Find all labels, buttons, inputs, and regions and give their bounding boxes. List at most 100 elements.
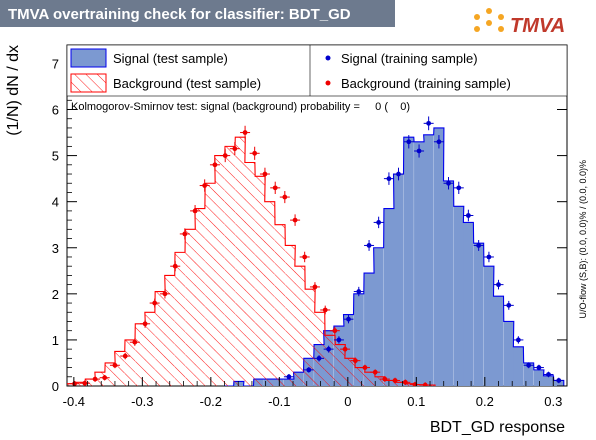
background_test-bar <box>394 382 405 386</box>
signal_train-point <box>546 372 551 377</box>
chart-title: TMVA overtraining check for classifier: … <box>8 6 351 23</box>
ks-test-text: Kolmogorov-Smirnov test: signal (backgro… <box>71 101 410 113</box>
signal_test-bar <box>483 266 494 386</box>
background_train-point <box>242 130 248 135</box>
signal_train-point <box>465 213 471 218</box>
background_test-bar <box>225 146 236 386</box>
background_test-bar <box>125 339 136 386</box>
background_train-point <box>122 353 128 359</box>
signal_train-point <box>436 139 442 145</box>
background_train-point <box>192 208 198 214</box>
signal_train-points <box>283 116 564 384</box>
x-tick-label: 0.3 <box>544 394 562 409</box>
legend-swatch-background-test <box>70 73 107 93</box>
background_test-bar <box>294 266 305 386</box>
plot-area <box>67 116 565 386</box>
legend-marker-background-train <box>325 80 331 86</box>
signal_test-bar <box>433 127 444 386</box>
signal_train-point <box>476 243 482 248</box>
legend-entry-signal-train: Signal (training sample) <box>325 51 478 66</box>
background_train-point <box>382 376 388 382</box>
background_train-point <box>102 375 108 381</box>
x-axis-label: BDT_GD response <box>430 419 565 436</box>
legend-label-signal-train: Signal (training sample) <box>341 51 478 66</box>
signal_test-bar <box>493 296 504 386</box>
background_train-point <box>202 183 208 188</box>
background_test-bar <box>194 208 205 386</box>
background_train-point <box>352 358 358 364</box>
background_train-point <box>342 346 348 352</box>
legend-entry-signal-test: Signal (test sample) <box>70 48 228 68</box>
tmva-logo: TMVA <box>474 8 565 37</box>
background_test-bar <box>67 383 75 386</box>
background_train-point <box>252 150 258 156</box>
background_train-point <box>222 153 228 158</box>
background_test-bar <box>255 176 266 386</box>
background_test-bar <box>355 367 366 386</box>
background_train-point <box>72 381 77 386</box>
background_test-bar <box>175 252 186 386</box>
signal_test-bar <box>373 247 384 386</box>
legend-label-background-train: Background (training sample) <box>341 76 511 91</box>
signal_train-point <box>326 346 332 352</box>
background_train-point <box>82 380 88 386</box>
title-banner: TMVA overtraining check for classifier: … <box>0 0 395 27</box>
background_train-point <box>162 291 168 297</box>
background_train-point <box>422 382 428 386</box>
background_test-bar <box>335 344 346 386</box>
signal_test-bar <box>533 369 544 386</box>
background_train-points <box>69 125 431 386</box>
tmva-logo-text: TMVA <box>510 15 565 37</box>
x-tick-label: 0.1 <box>407 394 425 409</box>
background_train-point <box>332 328 338 334</box>
background_train-point <box>392 378 398 383</box>
signal_train-point <box>416 148 422 154</box>
signal_train-point <box>286 374 292 380</box>
y-tick-label: 5 <box>52 149 59 164</box>
signal_test-bar <box>364 273 375 386</box>
signal_test-bar <box>463 222 474 386</box>
signal_train-point <box>346 316 351 322</box>
signal_test-bar <box>403 137 414 386</box>
background_test-histogram <box>67 136 436 386</box>
signal_test-bar <box>453 206 464 386</box>
y-tick-label: 6 <box>52 103 59 118</box>
signal_train-point <box>515 337 521 343</box>
signal_test-bar <box>443 180 454 386</box>
background_test-bar <box>164 275 175 386</box>
background_test-bar <box>375 376 386 386</box>
x-tick-label: -0.4 <box>63 394 85 409</box>
background_test-bar <box>205 183 216 386</box>
background_test-bar <box>314 312 325 386</box>
signal_test-bar <box>513 346 524 386</box>
background_train-point <box>132 339 138 345</box>
background_train-point <box>282 194 288 200</box>
y-tick-label: 2 <box>52 287 59 302</box>
signal_train-point <box>366 243 372 248</box>
signal_train-point <box>336 337 342 343</box>
legend-marker-signal-train <box>325 55 331 61</box>
background_train-point <box>362 365 368 370</box>
y-tick-label: 3 <box>52 241 59 256</box>
background_test-bar <box>275 224 286 386</box>
background_test-bar <box>75 382 86 386</box>
signal_train-point <box>536 365 542 370</box>
signal_train-point <box>396 171 401 177</box>
signal_train-point <box>446 180 451 186</box>
legend-label-signal-test: Signal (test sample) <box>113 51 228 66</box>
background_test-bar <box>244 162 255 386</box>
signal_train-point <box>526 362 532 368</box>
background_train-point <box>142 321 148 327</box>
background_train-point <box>302 254 308 260</box>
y-axis-label: (1/N) dN / dx <box>5 45 22 136</box>
signal_train-point <box>306 367 312 373</box>
signal_train-point <box>506 302 512 308</box>
signal_train-point <box>426 120 432 126</box>
signal_test-bar <box>414 141 425 386</box>
signal_test-bar <box>523 362 534 386</box>
signal_train-point <box>496 282 501 288</box>
background_test-bar <box>155 291 166 386</box>
background_test-bar <box>364 372 375 386</box>
legend-entry-background-test: Background (test sample) <box>70 73 261 93</box>
signal_train-point <box>356 289 362 294</box>
